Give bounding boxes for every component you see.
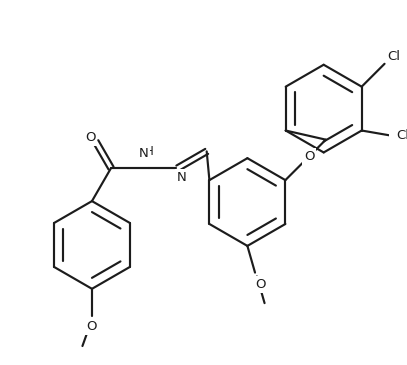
Text: O: O	[304, 150, 314, 163]
Text: Cl: Cl	[396, 129, 407, 142]
Text: O: O	[85, 131, 95, 144]
Text: H: H	[145, 145, 153, 158]
Text: N: N	[139, 147, 148, 161]
Text: N: N	[177, 171, 186, 184]
Text: O: O	[87, 320, 97, 334]
Text: O: O	[256, 277, 266, 291]
Text: Cl: Cl	[387, 50, 400, 63]
